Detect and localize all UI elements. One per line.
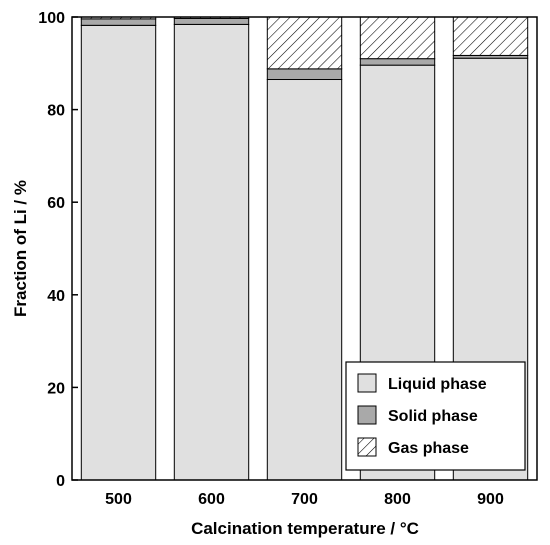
bar-700-solid xyxy=(266,68,343,81)
x-tick-label-800: 800 xyxy=(384,491,411,508)
x-tick-label-600: 600 xyxy=(198,491,225,508)
y-tick-label-20: 20 xyxy=(47,380,65,397)
legend-swatch-liquid xyxy=(357,373,377,393)
y-tick-label-0: 0 xyxy=(56,473,65,490)
x-tick-label-500: 500 xyxy=(105,491,132,508)
bar-700-liquid xyxy=(266,79,343,481)
axis-layer: 0 20 40 60 80 100 500 600 700 800 900 xyxy=(38,10,504,508)
bar-900-gas xyxy=(452,16,529,56)
y-tick-label-100: 100 xyxy=(38,10,65,27)
bar-500-liquid xyxy=(80,24,157,481)
y-tick-label-80: 80 xyxy=(47,103,65,120)
legend-label-gas: Gas phase xyxy=(388,440,469,457)
bar-500-solid xyxy=(80,18,157,26)
y-axis-title: Fraction of Li / % xyxy=(11,180,30,317)
plot-frame xyxy=(71,16,538,481)
x-axis-title-unit: °C xyxy=(400,519,419,538)
legend-label-liquid: Liquid phase xyxy=(388,376,487,393)
bar-800-gas xyxy=(359,16,436,60)
legend: Liquid phase Solid phase Gas phase xyxy=(345,361,526,471)
x-axis-title-text: Calcination temperature / xyxy=(191,519,400,538)
y-tick-label-40: 40 xyxy=(47,288,65,305)
y-tick-label-60: 60 xyxy=(47,195,65,212)
legend-swatch-solid xyxy=(357,405,377,425)
bar-800-solid xyxy=(359,58,436,66)
legend-swatch-gas xyxy=(357,437,377,457)
legend-label-solid: Solid phase xyxy=(388,408,478,425)
x-axis-title: Calcination temperature / °C xyxy=(191,519,419,538)
bar-700-gas xyxy=(266,16,343,70)
x-tick-label-700: 700 xyxy=(291,491,318,508)
bar-600-liquid xyxy=(173,23,250,481)
x-tick-label-900: 900 xyxy=(477,491,504,508)
bar-600-solid xyxy=(173,17,250,25)
